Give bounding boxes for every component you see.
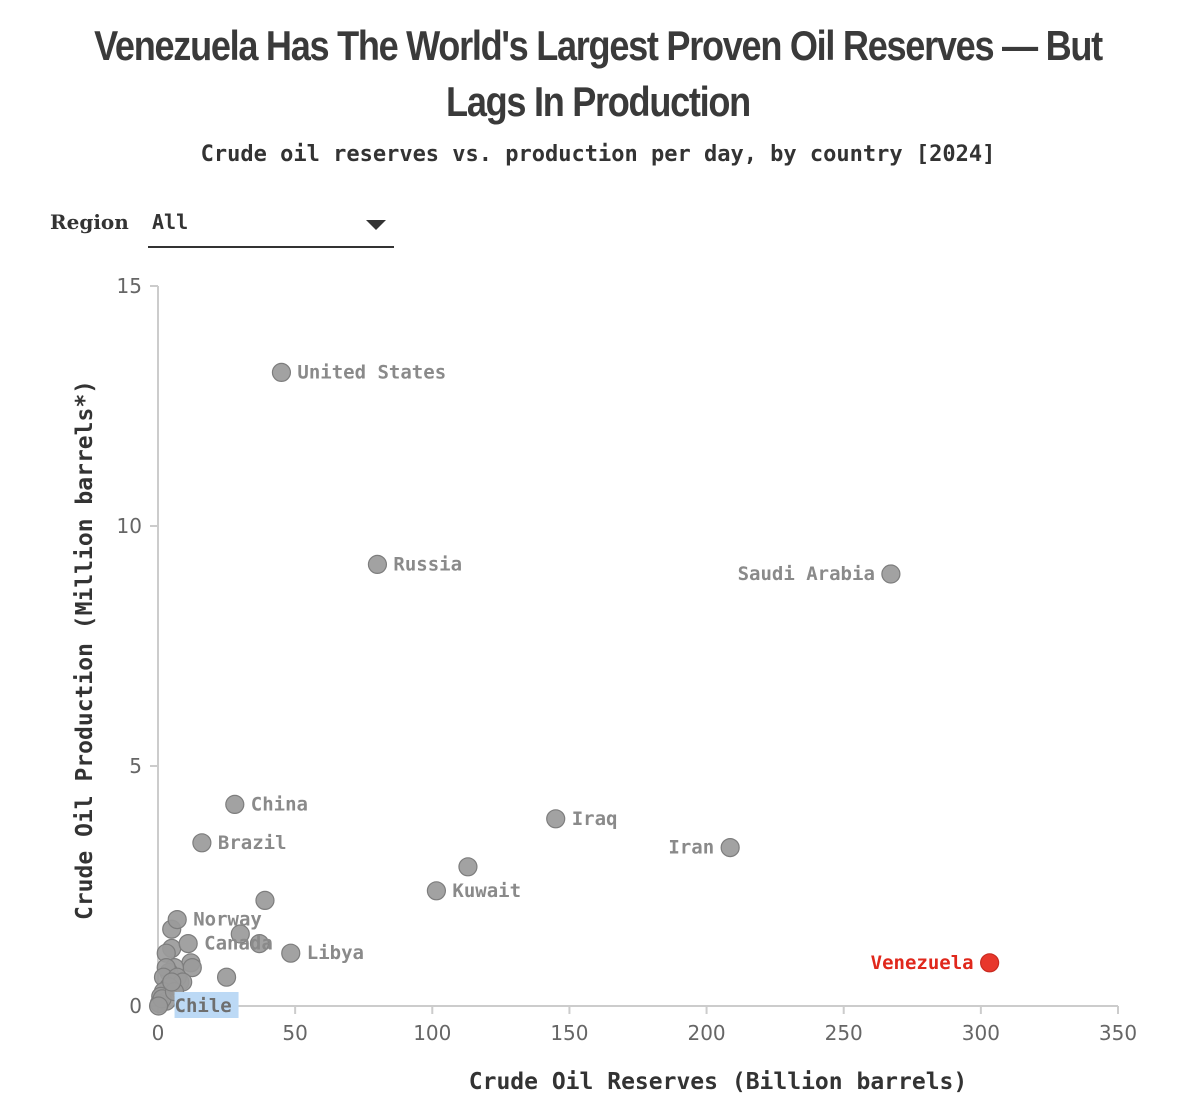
data-point-russia[interactable] — [367, 554, 388, 575]
y-tick-label: 5 — [129, 754, 142, 778]
x-tick-label: 50 — [282, 1021, 307, 1045]
x-tick-label: 200 — [687, 1021, 725, 1045]
data-point-kuwait[interactable] — [426, 881, 446, 901]
data-point-venezuela[interactable] — [980, 953, 1000, 973]
point-label-united-states: United States — [297, 361, 446, 383]
data-point-iraq[interactable] — [546, 809, 566, 829]
data-point-country[interactable] — [249, 933, 270, 954]
data-point-country[interactable] — [162, 972, 182, 992]
data-point-country[interactable] — [458, 857, 478, 877]
point-label-russia: Russia — [393, 553, 462, 575]
y-tick-label: 0 — [129, 994, 142, 1018]
chevron-down-icon — [366, 220, 386, 230]
point-label-saudi-arabia: Saudi Arabia — [738, 563, 875, 585]
x-axis-title: Crude Oil Reserves (Billion barrels) — [469, 1069, 968, 1095]
region-dropdown[interactable]: All — [148, 202, 394, 248]
selected-label-highlight — [174, 992, 239, 1018]
point-label-iraq: Iraq — [572, 808, 618, 830]
data-point-saudi-arabia[interactable] — [881, 564, 901, 584]
region-filter-label: Region — [50, 210, 129, 234]
region-dropdown-value: All — [152, 210, 189, 234]
point-label-canada: Canada — [204, 933, 273, 955]
y-tick-label: 10 — [117, 514, 142, 538]
point-label-china: China — [251, 793, 308, 815]
point-label-norway: Norway — [193, 909, 262, 931]
data-point-iran[interactable] — [720, 837, 740, 858]
data-point-country[interactable] — [230, 924, 250, 944]
x-tick-label: 250 — [825, 1021, 863, 1045]
data-point-brazil[interactable] — [192, 833, 212, 853]
x-tick-label: 0 — [152, 1021, 165, 1045]
point-label-libya: Libya — [307, 942, 364, 964]
point-label-iran: Iran — [668, 837, 714, 859]
point-label-chile: Chile — [175, 995, 232, 1017]
point-label-brazil: Brazil — [218, 832, 287, 854]
axes: 0 50 100 150 200 250 300 350 0 5 10 15 — [117, 274, 1138, 1045]
chart-title: Venezuela Has The World's Largest Proven… — [94, 22, 1103, 125]
y-axis-title: Crude Oil Production (Million barrels*) — [72, 380, 98, 920]
data-points — [148, 362, 1000, 1016]
data-point-china[interactable] — [225, 794, 245, 815]
x-tick-label: 350 — [1099, 1021, 1137, 1045]
x-tick-label: 150 — [550, 1021, 588, 1045]
point-label-venezuela: Venezuela — [871, 952, 974, 974]
point-label-kuwait: Kuwait — [452, 880, 521, 902]
chart-subtitle: Crude oil reserves vs. production per da… — [200, 142, 996, 167]
data-point-country[interactable] — [216, 967, 237, 987]
y-tick-label: 15 — [117, 274, 142, 298]
x-tick-label: 300 — [962, 1021, 1000, 1045]
point-labels: United States Russia Saudi Arabia China Braz… — [174, 361, 974, 1018]
data-point-libya[interactable] — [281, 943, 301, 963]
data-point-country[interactable] — [255, 890, 275, 911]
data-point-united-states[interactable] — [271, 362, 292, 382]
data-point-canada[interactable] — [178, 933, 198, 954]
x-tick-label: 100 — [413, 1021, 451, 1045]
data-point-norway[interactable] — [167, 909, 187, 930]
data-point-chile[interactable] — [148, 996, 169, 1016]
